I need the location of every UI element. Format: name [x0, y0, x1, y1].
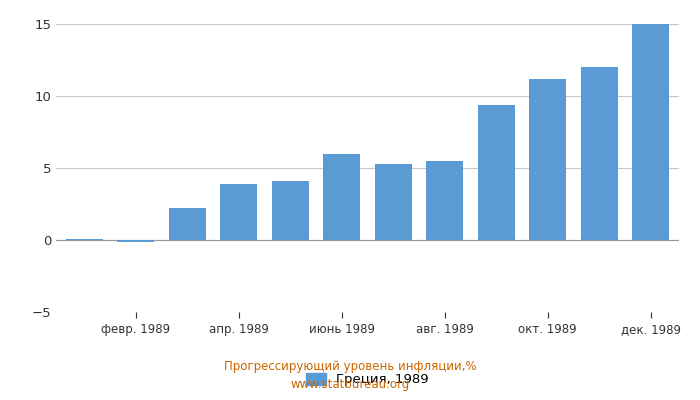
Bar [581, 67, 617, 240]
Bar [632, 24, 669, 240]
Legend: Греция, 1989: Греция, 1989 [301, 368, 434, 392]
Bar [323, 154, 360, 240]
Bar [529, 79, 566, 240]
Text: www.statbureau.org: www.statbureau.org [290, 378, 410, 391]
Bar [66, 239, 103, 240]
Text: Прогрессирующий уровень инфляции,%: Прогрессирующий уровень инфляции,% [224, 360, 476, 373]
Bar [426, 161, 463, 240]
Bar [374, 164, 412, 240]
Bar [477, 105, 514, 240]
Bar [169, 208, 206, 240]
Bar [272, 181, 309, 240]
Bar [118, 240, 154, 242]
Bar [220, 184, 258, 240]
